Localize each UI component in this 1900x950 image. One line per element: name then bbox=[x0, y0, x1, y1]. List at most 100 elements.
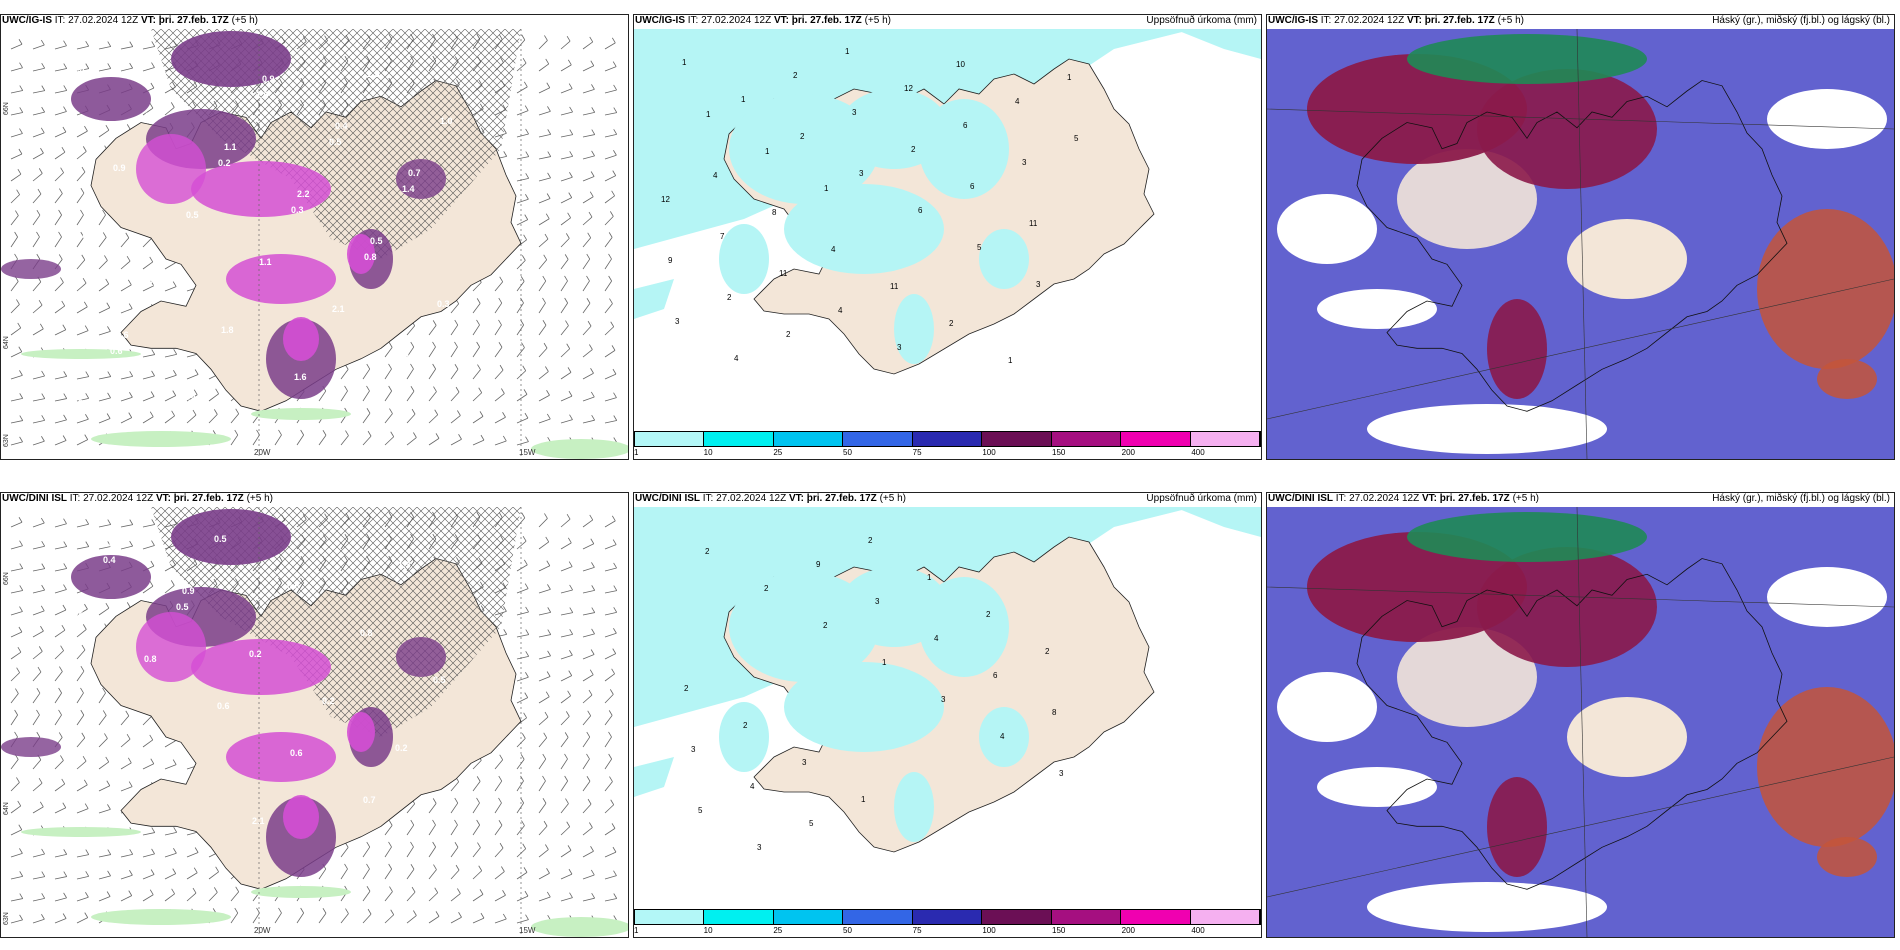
precip-value-label: 0.9 bbox=[182, 586, 195, 596]
accum-value-label: 2 bbox=[793, 71, 798, 80]
colorbar-tick-label: 25 bbox=[773, 926, 783, 935]
precip-value-label: 1.5 bbox=[367, 69, 380, 79]
lat-label-64n: 64N bbox=[3, 336, 10, 349]
accum-value-label: 2 bbox=[1045, 647, 1050, 656]
lon-label-15w: 15W bbox=[519, 926, 536, 935]
precip-value-label: 0.9 bbox=[113, 163, 126, 173]
precip-value-label: 0.6 bbox=[290, 748, 303, 758]
precip-value-label: 0.8 bbox=[144, 654, 157, 664]
accum-value-label: 5 bbox=[809, 819, 814, 828]
precip-value-label: 0.9 bbox=[183, 393, 196, 403]
accum-value-label: 6 bbox=[970, 182, 975, 191]
lat-label-63n: 63N bbox=[3, 912, 10, 925]
precip-colorbar: 1 10 25 50 75 100 150 200 400 bbox=[634, 909, 1261, 935]
colorbar-tick-label: 200 bbox=[1121, 448, 1136, 457]
precip-value-label: 2.2 bbox=[297, 189, 310, 199]
accum-value-label: 5 bbox=[977, 243, 982, 252]
precip-value-label: 0.2 bbox=[322, 696, 335, 706]
accum-value-label: 3 bbox=[675, 317, 680, 326]
cloud-cover-map bbox=[1267, 29, 1894, 459]
precip-value-label: 1.1 bbox=[259, 257, 272, 267]
accum-value-label: 5 bbox=[698, 806, 703, 815]
accum-value-label: 3 bbox=[757, 843, 762, 852]
cloud-layers bbox=[1267, 507, 1894, 937]
accum-value-label: 3 bbox=[1022, 158, 1027, 167]
accum-value-label: 12 bbox=[904, 84, 913, 93]
accum-value-label: 1 bbox=[682, 58, 687, 67]
precip-areas bbox=[719, 89, 1029, 364]
accum-value-label: 1 bbox=[741, 95, 746, 104]
cloud-cover-map bbox=[1267, 507, 1894, 937]
colorbar-tick-label: 400 bbox=[1191, 448, 1205, 457]
accum-value-label: 4 bbox=[734, 354, 739, 363]
panel-title: UWC/IG-IS IT: 27.02.2024 12Z VT: þri. 27… bbox=[2, 15, 258, 26]
precip-value-label: 0.6 bbox=[116, 330, 129, 340]
iceland-outline bbox=[1356, 558, 1788, 890]
precip-value-label: 1.5 bbox=[325, 863, 338, 873]
colorbar-tick-label: 400 bbox=[1191, 926, 1205, 935]
light-precip bbox=[21, 349, 628, 459]
lat-label-66n: 66N bbox=[3, 572, 10, 585]
colorbar-tick-label: 1 bbox=[634, 448, 639, 457]
accum-value-label: 1 bbox=[861, 795, 866, 804]
accum-value-label: 2 bbox=[949, 319, 954, 328]
accum-value-label: 2 bbox=[684, 684, 689, 693]
precip-colorbar: 1 10 25 50 75 100 150 200 400 bbox=[634, 431, 1261, 457]
panel-top-mid-accum-precip: UWC/IG-IS IT: 27.02.2024 12Z VT: þri. 27… bbox=[633, 14, 1262, 460]
accum-value-label: 3 bbox=[859, 169, 864, 178]
panel-bottom-right-clouds: UWC/DINI ISL IT: 27.02.2024 12Z VT: þri.… bbox=[1266, 492, 1895, 938]
precip-value-label: 2.6 bbox=[148, 278, 161, 288]
accum-value-label: 3 bbox=[1036, 280, 1041, 289]
accum-value-label: 2 bbox=[727, 293, 732, 302]
lat-label-63n: 63N bbox=[3, 434, 10, 447]
colorbar-tick-label: 100 bbox=[982, 926, 996, 935]
accum-value-label: 1 bbox=[1067, 73, 1072, 82]
hatch-area bbox=[151, 507, 521, 737]
accum-value-label: 4 bbox=[831, 245, 836, 254]
colorbar-tick-label: 10 bbox=[703, 448, 713, 457]
colorbar-cell bbox=[1121, 910, 1191, 924]
accum-value-label: 3 bbox=[802, 758, 807, 767]
colorbar-tick-label: 75 bbox=[912, 926, 922, 935]
colorbar-cells bbox=[634, 431, 1261, 447]
precip-value-label: 0.5 bbox=[189, 377, 202, 387]
precip-value-label: 0.6 bbox=[436, 842, 449, 852]
precip-areas bbox=[1, 31, 446, 399]
precip-value-label: 0.5 bbox=[433, 675, 446, 685]
accum-value-label: 4 bbox=[750, 782, 755, 791]
wind-precip-map: 0.3 0.3 0.2 0.3 0.8 0.3 0.6 0.9 1.6 0.5 1.4 1.6 2.6 1… bbox=[1, 29, 628, 459]
precip-value-label: 1.1 bbox=[224, 142, 237, 152]
precip-value-label: 0.8 bbox=[360, 628, 373, 638]
precip-value-label: 1.2 bbox=[71, 607, 84, 617]
colorbar-tick-label: 150 bbox=[1052, 926, 1066, 935]
colorbar-tick-label: 200 bbox=[1121, 926, 1136, 935]
accum-value-label: 1 bbox=[706, 110, 711, 119]
accum-value-label: 3 bbox=[941, 695, 946, 704]
precip-value-label: 1.4 bbox=[402, 184, 415, 194]
precip-value-label: 0.6 bbox=[217, 701, 230, 711]
colorbar-cell bbox=[1190, 432, 1260, 446]
precip-areas bbox=[1, 509, 446, 877]
precip-value-label: 1.6 bbox=[75, 231, 88, 241]
accum-value-label: 4 bbox=[838, 306, 843, 315]
lat-label-66n: 66N bbox=[3, 102, 10, 115]
precip-value-label: 0.2 bbox=[395, 743, 408, 753]
precip-value-label: 1.7 bbox=[179, 769, 192, 779]
panel-title: UWC/DINI ISL IT: 27.02.2024 12Z VT: þri.… bbox=[635, 493, 906, 504]
lon-label-15w: 15W bbox=[519, 448, 536, 457]
accum-value-label: 3 bbox=[1059, 769, 1064, 778]
colorbar-cell bbox=[912, 910, 983, 924]
hatch-area bbox=[151, 29, 521, 259]
colorbar-cell bbox=[982, 910, 1052, 924]
precip-areas bbox=[719, 567, 1029, 842]
colorbar-cell bbox=[704, 432, 774, 446]
colorbar-cell bbox=[635, 910, 705, 924]
precip-value-label: 0.3 bbox=[145, 111, 158, 121]
colorbar-cell bbox=[843, 432, 913, 446]
accum-value-label: 6 bbox=[963, 121, 968, 130]
accum-value-label: 9 bbox=[816, 560, 821, 569]
colorbar-cell bbox=[773, 432, 844, 446]
precip-value-label: 0.7 bbox=[363, 795, 376, 805]
precip-value-label: 0.2 bbox=[249, 649, 262, 659]
accum-value-label: 3 bbox=[897, 343, 902, 352]
